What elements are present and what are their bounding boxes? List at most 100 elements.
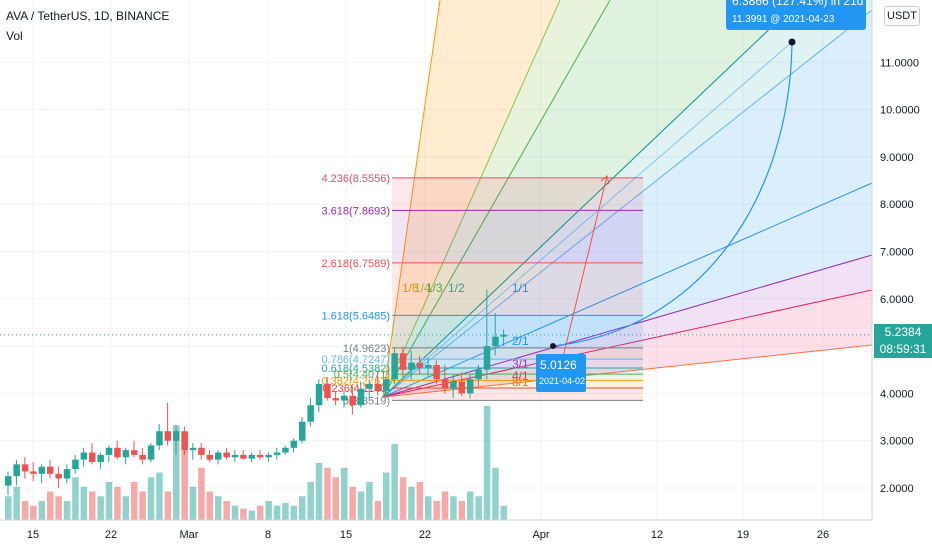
volume-bar [181,434,188,520]
y-tick-label: 7.0000 [880,247,914,259]
projection-curve[interactable] [552,41,793,347]
candle-body [21,464,29,472]
y-tick-label: 11.0000 [880,57,919,69]
candle-body [164,431,172,441]
fib-level-label: 4.236(8.5556) [322,173,391,185]
candle-body [500,334,508,337]
candle-body [72,459,79,470]
x-tick-label: Mar [180,529,199,541]
volume-bar [349,486,356,520]
candle-body [357,388,365,406]
fib-zone [392,367,643,375]
volume-bar [131,482,138,520]
candle-body [131,450,138,455]
candle-body [89,452,96,462]
candle-body [231,454,239,458]
volume-bar [257,505,264,520]
x-tick-label: 22 [105,529,117,541]
volume-bar [139,491,146,520]
candle-body [139,454,146,460]
fan-ratio-label: 4/1 [512,369,529,383]
volume-bar [231,505,239,520]
annotations[interactable] [0,38,872,398]
last-price-badge: 5.2384 08:59:31 [874,324,932,358]
volume-bar [63,501,71,520]
volume-bar [391,444,398,520]
volume-bar [374,501,382,520]
x-tick-label: 22 [419,529,431,541]
candle-body [215,452,222,460]
candle-body [307,405,314,422]
point-label[interactable]: 5.0126 2021-04-02 [536,354,586,392]
candle-body [122,450,130,458]
fan-ratio-label: 2/1 [512,334,529,348]
fan-ratio-label: 1/3 [426,281,443,295]
volume-indicator-label[interactable]: Vol [6,29,23,43]
candle-body [105,447,113,455]
bar-countdown: 08:59:31 [879,342,927,356]
fib-level-label: 0.5(4.4071) [334,369,390,381]
y-tick-label: 6.0000 [880,294,914,306]
currency-button[interactable]: USDT [884,6,920,26]
volume-bar [248,510,256,520]
fib-zone [392,210,643,263]
candle-body [257,454,264,458]
fan-line[interactable] [382,289,873,398]
y-tick-label: 3.0000 [880,436,914,448]
volume-bar [21,501,29,520]
volume-bar [89,491,96,520]
volume-bar [383,472,390,520]
candle-body [425,365,432,368]
fan-ratio-label: 1/8 [402,281,419,295]
projection-point[interactable] [788,38,796,46]
fan-line[interactable] [382,0,801,398]
volume-bar [223,501,230,520]
projection-change: 6.3866 (127.41%) in 21d [732,0,864,8]
volume-bar [458,501,466,520]
point-value: 5.0126 [540,358,577,372]
symbol-title: AVA / TetherUS, 1D, BINANCE [6,9,170,23]
volume-bar [433,501,440,520]
volume-bar [5,496,12,520]
volume-bar [97,496,104,520]
fan-line[interactable] [382,0,441,398]
volume-bar [273,505,281,520]
volume-bar [307,482,314,520]
fan-ratio-label: 1/4 [414,281,431,295]
fan-line[interactable] [382,0,611,398]
fan-line[interactable] [382,0,561,398]
y-tick-label: 10.0000 [880,105,920,117]
volume-bar [467,491,474,520]
volume-bar [114,486,121,520]
candle-body [324,383,331,399]
candle-body [366,383,373,389]
projection-label[interactable]: 6.3866 (127.41%) in 21d 11.3991 @ 2021-0… [726,0,866,30]
x-tick-label: Apr [532,529,549,541]
volume-bar [240,508,247,520]
candle-body [332,398,340,401]
fib-zone [392,262,643,316]
candle-body [80,452,88,460]
candle-body [458,381,466,394]
volume-bar [475,496,482,520]
fib-zone [392,359,643,368]
start-point[interactable] [550,343,556,349]
x-tick-label: 26 [817,529,829,541]
fib-level-label: 0.236(4.1140) [322,383,390,395]
volume-bar [38,501,46,520]
grid [0,0,872,520]
candle-body [173,431,180,441]
volume-bar [189,486,197,520]
fan-line[interactable] [382,182,873,398]
volume-bar [282,502,289,520]
fib-extension[interactable]: 4.236(8.5556) 3.618(7.8693) 2.618(6.7589) 1… [322,173,644,407]
fib-zone [392,315,643,348]
candle-body [47,466,54,474]
volume-bar [492,467,499,520]
y-tick-label: 8.0000 [880,199,914,211]
candle-body [374,383,382,392]
volume-bar [47,491,54,520]
volume-bar [425,496,432,520]
